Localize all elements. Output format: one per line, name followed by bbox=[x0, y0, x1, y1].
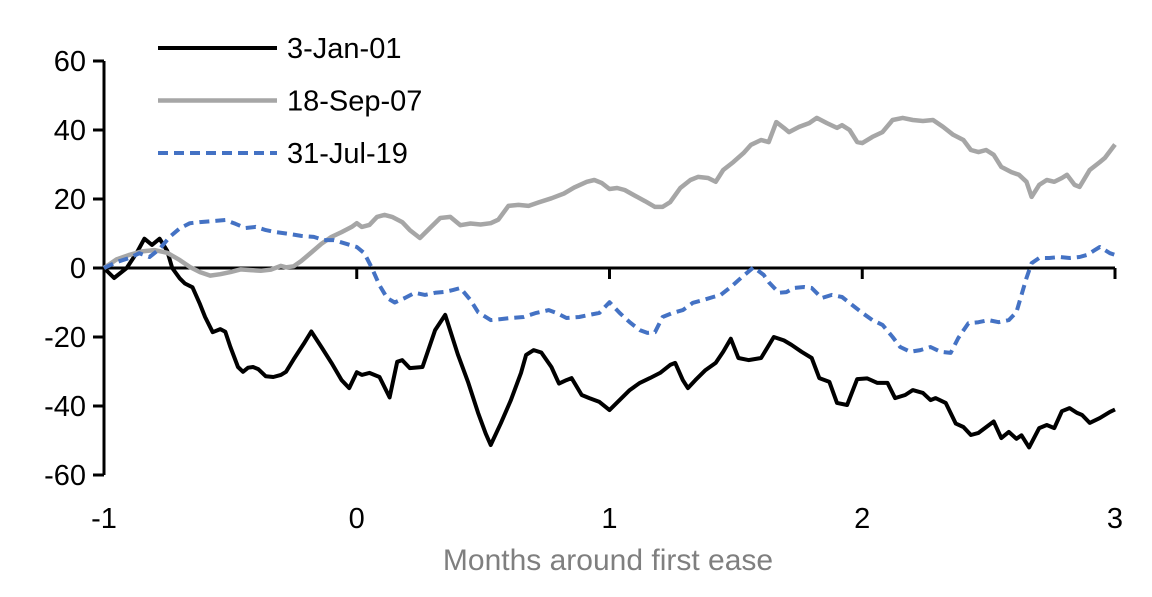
series-line-18-sep-07 bbox=[102, 115, 1117, 278]
series-lines bbox=[102, 115, 1117, 450]
x-tick-label: 0 bbox=[349, 503, 365, 535]
legend-label: 18-Sep-07 bbox=[287, 86, 422, 118]
legend-label: 31-Jul-19 bbox=[287, 138, 408, 170]
x-tick-label: 2 bbox=[854, 503, 870, 535]
x-tick-label: 1 bbox=[601, 503, 617, 535]
x-tick-label: 3 bbox=[1107, 503, 1123, 535]
series-line-31-jul-19 bbox=[103, 218, 1116, 355]
legend-item-31-jul-19: 31-Jul-19 bbox=[158, 138, 408, 170]
x-tick-label: -1 bbox=[91, 503, 117, 535]
y-tick-label: -60 bbox=[44, 460, 86, 492]
legend-item-18-sep-07: 18-Sep-07 bbox=[158, 86, 422, 118]
legend: 3-Jan-01 18-Sep-07 31-Jul-19 bbox=[158, 33, 422, 170]
y-tick-label: -40 bbox=[44, 391, 86, 423]
legend-item-3-jan-01: 3-Jan-01 bbox=[158, 33, 401, 65]
y-tick-label: 40 bbox=[54, 115, 86, 147]
y-tick-label: 20 bbox=[54, 184, 86, 216]
y-tick-label: 60 bbox=[54, 46, 86, 78]
series-line-3-jan-01 bbox=[102, 236, 1116, 450]
y-axis bbox=[93, 59, 106, 477]
legend-label: 3-Jan-01 bbox=[287, 33, 401, 65]
x-tick-labels: -1 0 1 2 3 bbox=[91, 503, 1123, 535]
y-tick-label: 0 bbox=[70, 253, 86, 285]
y-tick-labels: 60 40 20 0 -20 -40 -60 bbox=[44, 46, 86, 492]
x-axis-title: Months around first ease bbox=[443, 544, 773, 577]
y-tick-label: -20 bbox=[44, 322, 86, 354]
